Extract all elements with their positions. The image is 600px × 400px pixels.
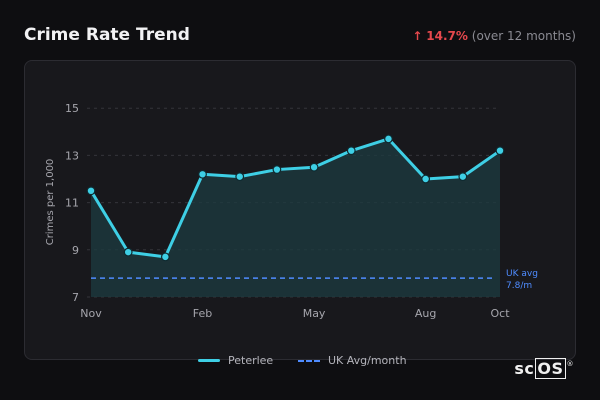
x-tick-label-may: May — [303, 307, 326, 320]
change-value: 14.7% — [426, 29, 468, 43]
legend: Peterlee UK Avg/month — [0, 354, 600, 370]
data-point-11 — [495, 146, 505, 156]
data-point-2 — [160, 252, 170, 262]
y-tick-label-15: 15 — [65, 102, 79, 115]
data-point-3 — [198, 169, 207, 179]
legend-swatch-peterlee — [198, 359, 220, 362]
logo-registered-mark: ® — [566, 359, 574, 368]
series-area-fill — [91, 138, 500, 297]
change-period: (over 12 months) — [471, 29, 576, 43]
y-tick-label-9: 9 — [72, 244, 79, 257]
logo-text: sc — [514, 359, 535, 378]
legend-item-peterlee[interactable]: Peterlee — [198, 354, 273, 367]
x-tick-label-oct: Oct — [490, 307, 510, 320]
x-tick-label-nov: Nov — [80, 307, 102, 320]
logo-boxed-text: OS — [535, 358, 566, 379]
series-line-peterlee — [89, 137, 502, 259]
x-tick-label-aug: Aug — [415, 307, 436, 320]
series-area — [91, 138, 500, 297]
series-line-layer — [89, 137, 502, 259]
data-point-4 — [235, 172, 245, 182]
change-arrow: ↑ — [412, 29, 423, 43]
x-tick-label-feb: Feb — [193, 307, 212, 320]
data-point-1 — [123, 247, 133, 257]
legend-swatch-uk-avg — [298, 359, 320, 362]
data-point-10 — [458, 172, 468, 182]
data-point-6 — [309, 162, 319, 172]
legend-label-uk-avg: UK Avg/month — [328, 354, 407, 367]
y-tick-label-11: 11 — [65, 197, 79, 210]
y-tick-label-13: 13 — [65, 149, 79, 162]
data-point-8 — [384, 134, 393, 144]
legend-label-peterlee: Peterlee — [228, 354, 274, 367]
y-axis-label: Crimes per 1,000 — [45, 159, 56, 246]
legend-item-uk-avg[interactable]: UK Avg/month — [298, 354, 407, 367]
data-point-9 — [421, 174, 431, 184]
data-point-7 — [346, 146, 356, 156]
reference-label-line2: 7.8/m — [506, 281, 532, 291]
reference-layer: UK avg 7.8/m — [91, 269, 538, 291]
axis-labels: 7 9 11 13 15 Crimes per 1,000 Nov Feb May Aug Oct — [45, 102, 510, 320]
data-point-0 — [86, 186, 96, 196]
brand-logo: sc OS ® — [514, 358, 574, 379]
chart-title: Crime Rate Trend — [24, 25, 190, 45]
y-tick-label-7: 7 — [72, 291, 79, 304]
data-point-5 — [272, 165, 282, 174]
series-points — [86, 134, 505, 262]
change-indicator: ↑ 14.7% (over 12 months) — [412, 29, 576, 43]
reference-label-line1: UK avg — [506, 269, 538, 279]
